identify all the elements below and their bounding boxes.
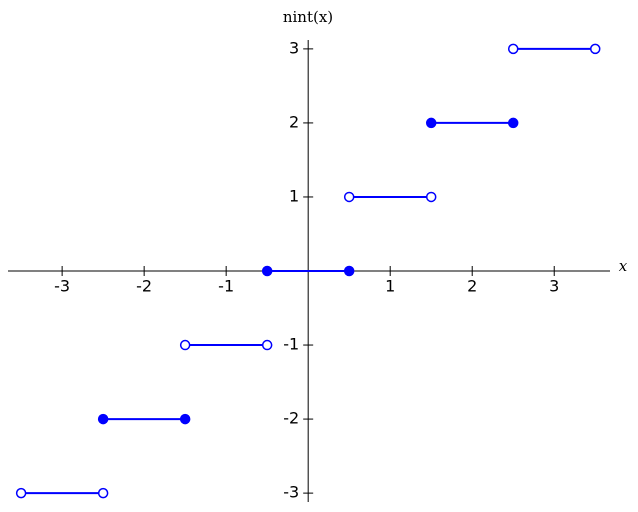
closed-endpoint <box>507 117 519 129</box>
open-endpoint <box>589 43 601 55</box>
x-tick-label: -2 <box>136 277 152 296</box>
closed-endpoint <box>261 265 273 277</box>
open-endpoint <box>507 43 519 55</box>
y-axis-label: nint(x) <box>283 8 333 26</box>
y-tick-label: -2 <box>283 409 299 428</box>
x-axis-label: x <box>619 257 628 275</box>
closed-endpoint <box>425 117 437 129</box>
x-tick-label: -3 <box>54 277 70 296</box>
open-endpoint <box>97 487 109 499</box>
y-tick-label: -3 <box>283 483 299 502</box>
y-tick-label: 3 <box>289 38 299 57</box>
open-endpoint <box>261 339 273 351</box>
x-tick-label: 2 <box>467 277 477 296</box>
y-tick-label: 1 <box>289 186 299 205</box>
x-tick-label: 3 <box>549 277 559 296</box>
open-endpoint <box>15 487 27 499</box>
y-tick-label: -1 <box>283 335 299 354</box>
closed-endpoint <box>343 265 355 277</box>
open-endpoint <box>179 339 191 351</box>
open-endpoint <box>425 191 437 203</box>
closed-endpoint <box>97 413 109 425</box>
y-tick-label: 2 <box>289 112 299 131</box>
open-endpoint <box>343 191 355 203</box>
closed-endpoint <box>179 413 191 425</box>
x-tick-label: -1 <box>218 277 234 296</box>
x-tick-label: 1 <box>385 277 395 296</box>
